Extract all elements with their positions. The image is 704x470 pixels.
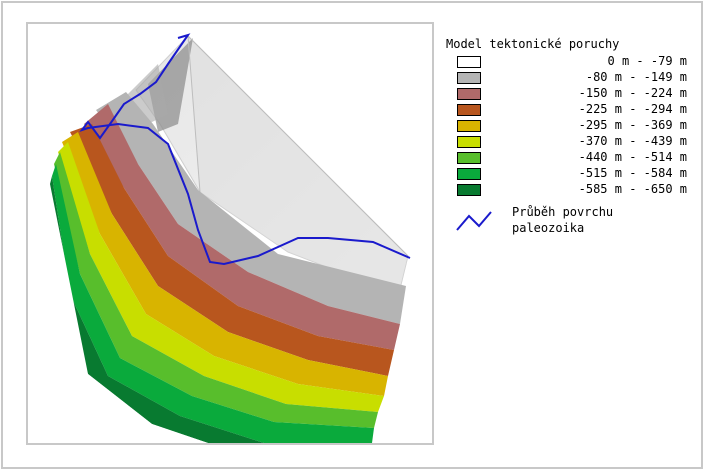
tectonic-fault-3d-model [50,33,411,443]
legend-swatch [457,72,481,84]
line-symbol-icon [456,211,492,231]
legend-swatch [457,104,481,116]
legend-item: -150 m - -224 m [457,86,687,101]
legend-label: -80 m - -149 m [585,70,687,84]
legend-item: -370 m - -439 m [457,134,687,149]
legend-item: -80 m - -149 m [457,70,687,85]
legend-swatch [457,56,481,68]
legend-label: -515 m - -584 m [578,166,687,180]
legend-item: -295 m - -369 m [457,118,687,133]
legend-title: Model tektonické poruchy [446,37,620,51]
model-view-panel [26,22,434,445]
legend-label: -370 m - -439 m [578,134,687,148]
depth-layers [50,92,406,443]
legend-item: 0 m - -79 m [457,54,687,69]
legend-item: -515 m - -584 m [457,166,687,181]
legend-label: -440 m - -514 m [578,150,687,164]
legend-label: 0 m - -79 m [607,54,687,68]
legend-swatch [457,184,481,196]
legend-item: -440 m - -514 m [457,150,687,165]
legend-line-label-1: Průběh povrchu [512,205,614,219]
legend: Model tektonické poruchy 0 m - -79 m -80… [446,37,696,235]
legend-swatch [457,168,481,180]
legend-swatch [457,88,481,100]
legend-label: -295 m - -369 m [578,118,687,132]
legend-label: -225 m - -294 m [578,102,687,116]
legend-line-item: Průběh povrchu paleozoika [455,204,695,240]
legend-line-label-2: paleozoika [512,221,585,235]
legend-label: -585 m - -650 m [578,182,687,196]
legend-swatch [457,152,481,164]
line-symbol-path [456,211,492,231]
paleozoic-surface-line [79,33,411,266]
legend-item: -225 m - -294 m [457,102,687,117]
upper-fault-block [118,35,409,290]
legend-label: -150 m - -224 m [578,86,687,100]
legend-swatch [457,120,481,132]
legend-swatch [457,136,481,148]
legend-line-label: Průběh povrchu paleozoika [512,204,613,236]
legend-item: -585 m - -650 m [457,182,687,197]
